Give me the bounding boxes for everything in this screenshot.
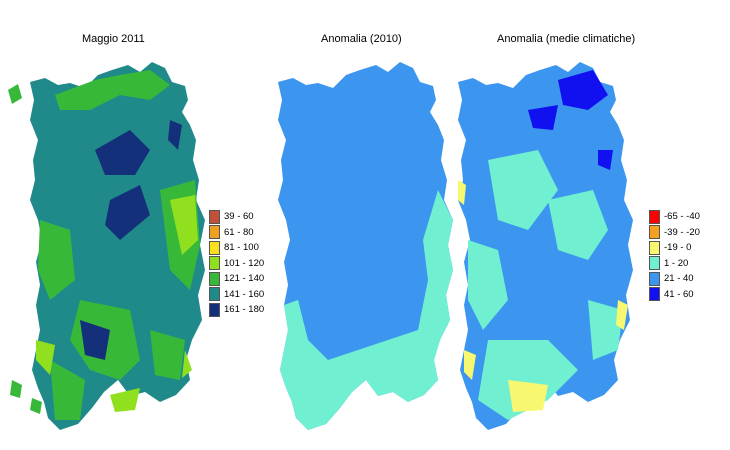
legend-precip-swatch <box>209 256 220 271</box>
legend-anomaly-label: 41 - 60 <box>664 288 694 300</box>
legend-precip-swatch <box>209 287 220 302</box>
legend-anomaly-swatch <box>649 287 660 302</box>
legend-precip-entry: 141 - 160 <box>209 287 264 303</box>
legend-anomaly-swatch <box>649 240 660 255</box>
legend-precip-entry: 81 - 100 <box>209 240 264 256</box>
map1-green-zones <box>38 70 200 420</box>
legend-anomaly-label: -19 - 0 <box>664 242 692 254</box>
legend-precipitation: 39 - 60 61 - 80 81 - 100 101 - 120 121 - 140… <box>209 209 264 318</box>
legend-anomaly-entry: -39 - -20 <box>649 225 700 241</box>
map2-low-anomaly-zone <box>280 190 453 430</box>
map3-dark-blue-zones <box>528 70 613 170</box>
map-anomaly-climate <box>458 62 633 430</box>
map3-yellow-zones <box>458 180 628 412</box>
legend-precip-swatch <box>209 302 220 317</box>
legend-precip-label: 61 - 80 <box>224 226 254 238</box>
legend-precip-swatch <box>209 240 220 255</box>
legend-anomaly-entry: 21 - 40 <box>649 271 700 287</box>
map-may-2011 <box>8 62 205 430</box>
legend-precip-swatch <box>209 225 220 240</box>
legend-anomaly-swatch <box>649 256 660 271</box>
map1-dark-zones <box>80 120 182 360</box>
map3-cyan-zones <box>468 150 623 420</box>
legend-precip-entry: 61 - 80 <box>209 225 264 241</box>
legend-precip-label: 141 - 160 <box>224 288 265 300</box>
legend-anomaly-label: -65 - -40 <box>664 211 700 223</box>
legend-anomaly-label: 1 - 20 <box>664 257 689 269</box>
legend-precip-entry: 161 - 180 <box>209 302 264 318</box>
legend-anomaly: -65 - -40 -39 - -20 -19 - 0 1 - 20 21 - 40 41… <box>649 209 700 302</box>
legend-precip-entry: 39 - 60 <box>209 209 264 225</box>
legend-anomaly-entry: -65 - -40 <box>649 209 700 225</box>
legend-precip-swatch <box>209 209 220 224</box>
legend-anomaly-label: 21 - 40 <box>664 273 694 285</box>
legend-anomaly-entry: 41 - 60 <box>649 287 700 303</box>
map1-lightgreen-zones <box>36 195 198 412</box>
legend-precip-label: 39 - 60 <box>224 211 254 223</box>
legend-precip-label: 101 - 120 <box>224 257 265 269</box>
legend-anomaly-swatch <box>649 271 660 286</box>
map-anomaly-2010 <box>278 62 453 430</box>
legend-precip-label: 121 - 140 <box>224 273 265 285</box>
legend-precip-entry: 121 - 140 <box>209 271 264 287</box>
legend-precip-label: 81 - 100 <box>224 242 259 254</box>
legend-anomaly-label: -39 - -20 <box>664 226 700 238</box>
legend-anomaly-entry: -19 - 0 <box>649 240 700 256</box>
map-title-anomaly-2010: Anomalia (2010) <box>321 33 402 45</box>
map-title-anomaly-climate: Anomalia (medie climatiche) <box>497 33 636 45</box>
legend-anomaly-swatch <box>649 225 660 240</box>
legend-anomaly-entry: 1 - 20 <box>649 256 700 272</box>
legend-precip-entry: 101 - 120 <box>209 256 264 272</box>
legend-precip-label: 161 - 180 <box>224 304 265 316</box>
map-title-may-2011: Maggio 2011 <box>82 33 145 45</box>
legend-anomaly-swatch <box>649 209 660 224</box>
legend-precip-swatch <box>209 271 220 286</box>
